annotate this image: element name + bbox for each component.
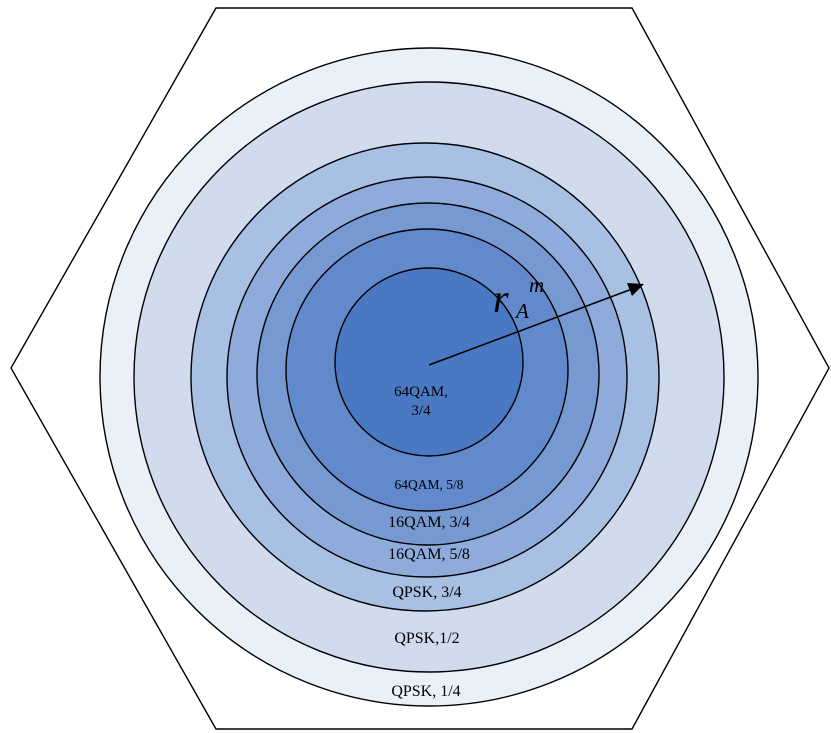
radius-arrow-line: [428, 288, 633, 366]
zone-label-3: QPSK, 3/4: [392, 584, 461, 601]
zone-label-4: 16QAM, 5/8: [388, 546, 470, 563]
radius-subscript: A: [514, 299, 529, 323]
radius-superscript: m: [529, 273, 544, 297]
zone-label-1: QPSK, 1/4: [391, 683, 460, 700]
zone-label-6: 64QAM, 5/8: [394, 477, 463, 492]
modulation-zone-labels: QPSK, 1/4 QPSK,1/2 QPSK, 3/4 16QAM, 5/8 16QA…: [388, 384, 470, 700]
zone-label-5: 16QAM, 3/4: [388, 514, 470, 531]
zone-ring-7: [334, 267, 524, 457]
radius-arrowhead: [627, 283, 644, 296]
radius-label: r m A: [493, 273, 544, 323]
zone-label-7: 64QAM, 3/4: [394, 384, 448, 419]
zone-label-2: QPSK,1/2: [394, 630, 459, 647]
radius-symbol: r: [493, 276, 509, 321]
modulation-zone-rings: [99, 47, 759, 707]
radius-arrow: [428, 283, 644, 366]
